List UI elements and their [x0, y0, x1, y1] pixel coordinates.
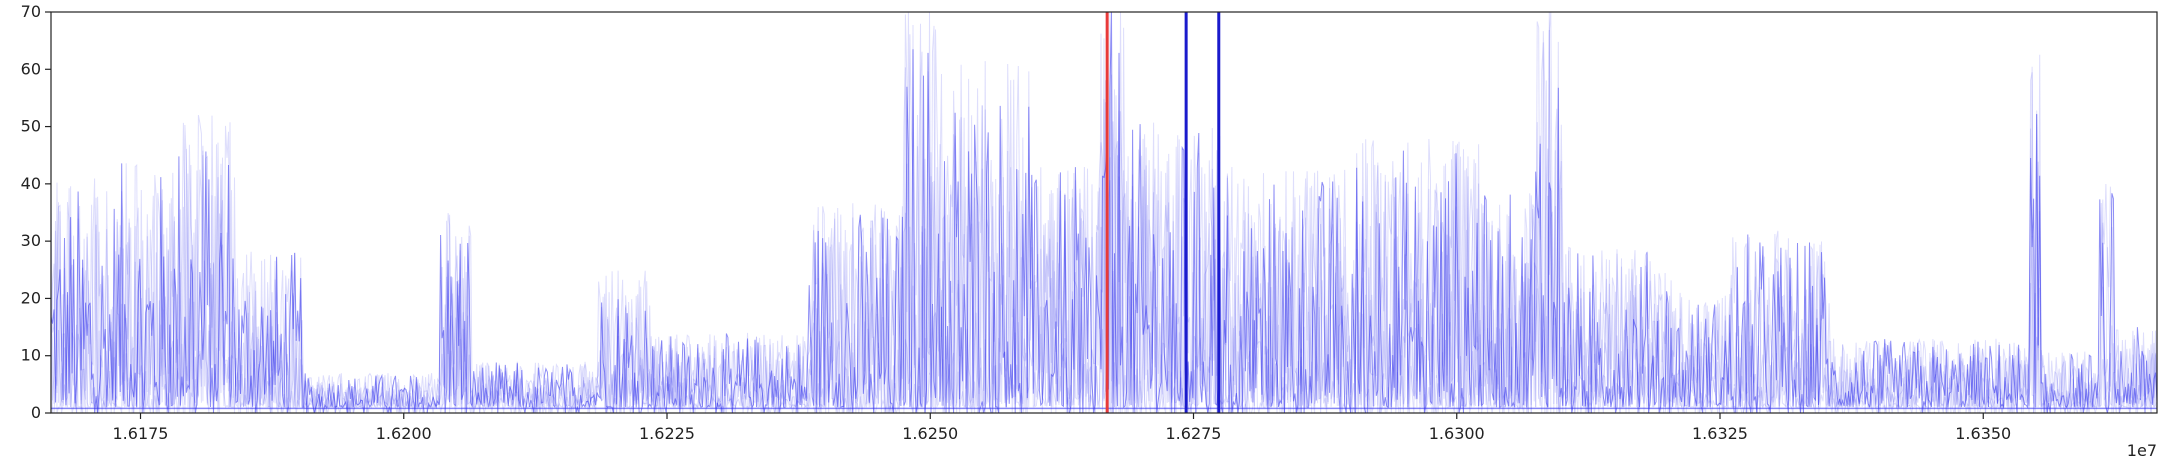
y-tick-label: 40 [21, 174, 41, 193]
y-tick-label: 50 [21, 117, 41, 136]
series-layer [51, 12, 2157, 413]
y-axis: 0 10 20 30 40 50 60 70 [21, 2, 51, 422]
series-line [51, 12, 2157, 413]
x-tick-label: 1.6350 [1955, 424, 2011, 443]
x-tick-label: 1.6200 [376, 424, 432, 443]
y-tick-label: 20 [21, 288, 41, 307]
x-tick-label: 1.6275 [1166, 424, 1222, 443]
series-line [51, 14, 2157, 413]
vertical-lines [1105, 12, 1221, 413]
x-tick-label: 1.6175 [113, 424, 169, 443]
y-tick-label: 30 [21, 231, 41, 250]
y-tick-label: 0 [31, 403, 41, 422]
y-tick-label: 70 [21, 2, 41, 21]
x-axis: 1.6175 1.6200 1.6225 1.6250 1.6275 1.6300 1.63… [113, 413, 2011, 443]
x-tick-label: 1.6300 [1429, 424, 1485, 443]
y-tick-label: 60 [21, 59, 41, 78]
x-offset-label: 1e7 [2127, 441, 2157, 460]
series-line [51, 12, 2157, 413]
x-tick-label: 1.6225 [639, 424, 695, 443]
x-tick-label: 1.6325 [1692, 424, 1748, 443]
x-tick-label: 1.6250 [902, 424, 958, 443]
series-line [51, 23, 2157, 413]
y-tick-label: 10 [21, 346, 41, 365]
series-line [51, 12, 2157, 413]
series-line [51, 29, 2157, 413]
plot-frame [50, 11, 2158, 414]
